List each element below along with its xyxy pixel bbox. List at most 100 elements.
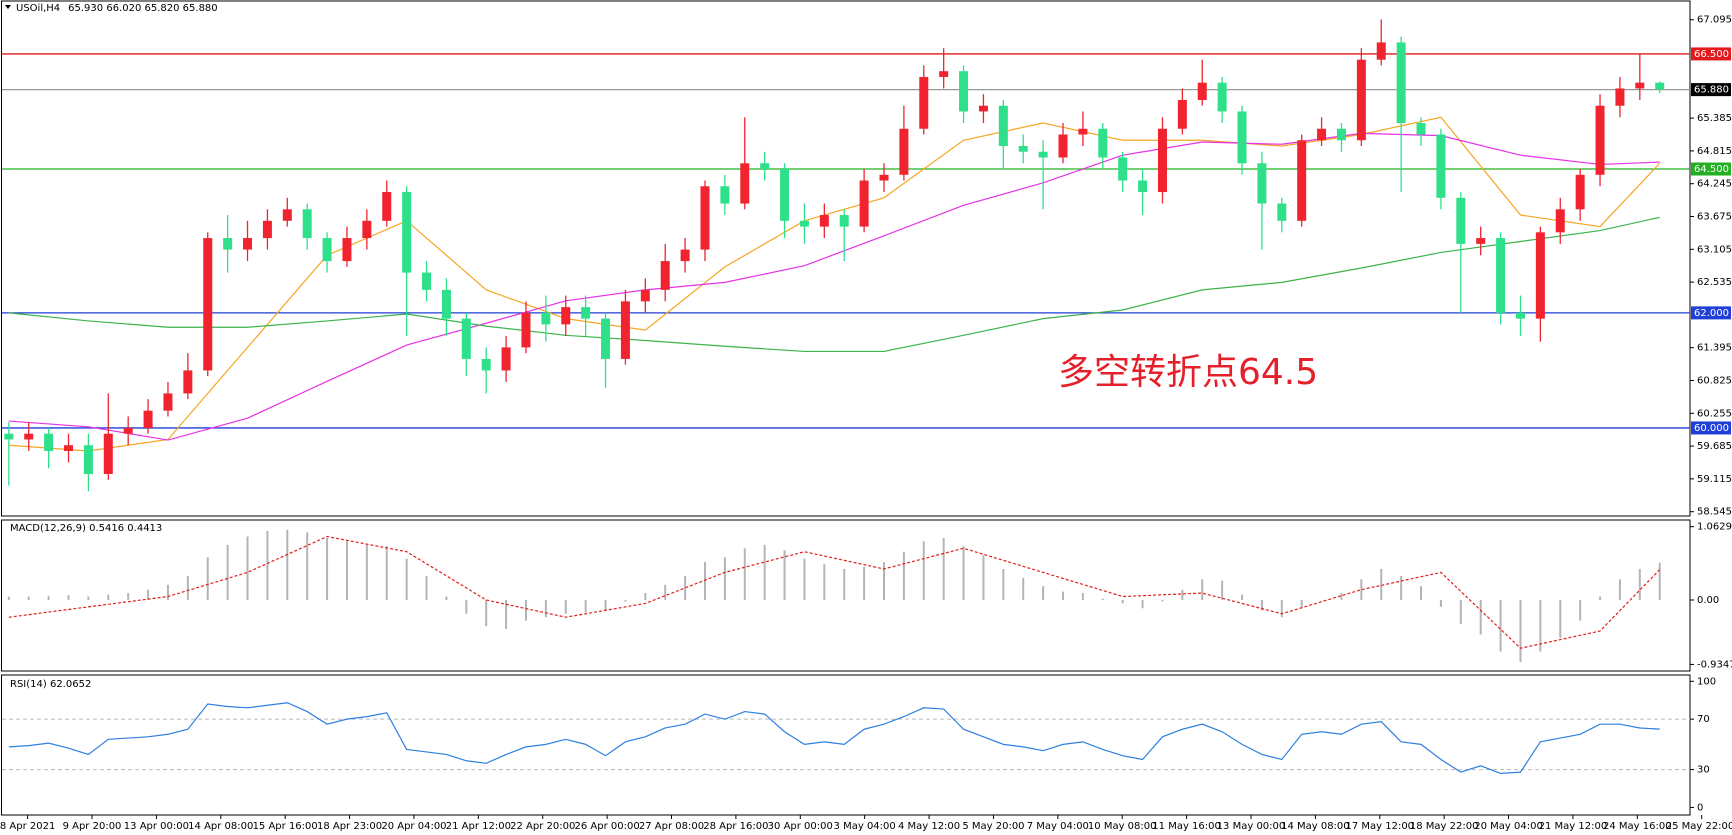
y-tick-label: 64.245 <box>1697 179 1732 190</box>
y-tick-label: 58.545 <box>1697 507 1732 518</box>
candle-body <box>899 128 909 175</box>
candle-body <box>799 220 809 227</box>
candle-body <box>1157 128 1167 193</box>
candle-body <box>1476 238 1486 244</box>
x-tick-label: 14 May 08:00 <box>1281 821 1350 832</box>
candle-body <box>760 163 770 170</box>
candle-body <box>1277 203 1287 221</box>
candle-body <box>700 186 710 250</box>
y-tick-label: 64.815 <box>1697 146 1732 157</box>
y-tick-label: 67.095 <box>1697 15 1732 26</box>
x-tick-label: 14 Apr 08:00 <box>188 821 253 832</box>
candle-body <box>919 76 929 129</box>
candle-body <box>1197 82 1207 100</box>
x-tick-label: 21 Apr 12:00 <box>446 821 511 832</box>
x-tick-label: 7 May 04:00 <box>1027 821 1089 832</box>
y-tick-label: 65.385 <box>1697 113 1732 124</box>
panel-frame <box>1 0 1691 517</box>
candle-body <box>1138 180 1148 193</box>
x-tick-label: 4 May 12:00 <box>898 821 960 832</box>
candle-body <box>879 174 889 181</box>
y-tick-label: -0.9347 <box>1697 659 1732 670</box>
x-tick-label: 24 May 16:00 <box>1603 821 1672 832</box>
x-tick-label: 20 Apr 04:00 <box>381 821 446 832</box>
candle-body <box>44 433 54 451</box>
rsi-line <box>8 702 1660 774</box>
symbol: USOil,H4 <box>16 3 60 14</box>
level-label: 66.500 <box>1694 49 1729 60</box>
candle-body <box>501 347 511 371</box>
candle-body <box>441 289 451 319</box>
level-label: 65.880 <box>1694 85 1729 96</box>
x-tick-label: 26 Apr 00:00 <box>575 821 640 832</box>
candle-body <box>1615 88 1625 106</box>
candle-body <box>24 433 34 440</box>
candle-body <box>362 220 372 239</box>
y-tick-label: 63.675 <box>1697 211 1732 222</box>
macd-title: MACD(12,26,9) 0.5416 0.4413 <box>10 523 162 534</box>
x-tick-label: 5 May 20:00 <box>962 821 1024 832</box>
candle-body <box>680 249 690 262</box>
candle-body <box>402 192 412 273</box>
candle-body <box>203 238 213 371</box>
candle-body <box>322 238 332 262</box>
candle-body <box>1456 197 1466 244</box>
candle-body <box>1655 82 1665 90</box>
candle-body <box>1237 111 1247 164</box>
x-tick-label: 15 Apr 16:00 <box>253 821 318 832</box>
candle-body <box>561 307 571 325</box>
x-tick-label: 10 May 08:00 <box>1088 821 1157 832</box>
x-tick-label: 8 Apr 2021 <box>0 821 55 832</box>
candle-body <box>1336 128 1346 141</box>
candle-body <box>601 318 611 359</box>
candle-body <box>541 312 551 325</box>
x-tick-label: 30 Apr 00:00 <box>768 821 833 832</box>
candle-body <box>1515 312 1525 319</box>
candle-body <box>1535 232 1545 319</box>
ohlc-values: 65.930 66.020 65.820 65.880 <box>68 3 218 14</box>
candle-body <box>1217 82 1227 112</box>
candle-body <box>1078 128 1088 135</box>
candle-body <box>660 261 670 290</box>
candle-body <box>1595 105 1605 175</box>
y-tick-label: 100 <box>1697 676 1716 687</box>
x-tick-label: 25 May 22:00 <box>1666 821 1732 832</box>
level-label-box <box>1691 83 1731 97</box>
candle-body <box>243 238 253 250</box>
candle-body <box>461 318 471 359</box>
candle-body <box>262 220 272 239</box>
candle-body <box>1496 238 1506 313</box>
candle-body <box>521 312 531 348</box>
candle-body <box>64 445 74 451</box>
x-tick-label: 11 May 16:00 <box>1152 821 1221 832</box>
y-tick-label: 61.395 <box>1697 343 1732 354</box>
candle-body <box>382 192 392 221</box>
candle-body <box>998 105 1008 147</box>
rsi-title: RSI(14) 62.0652 <box>10 679 91 690</box>
candle-body <box>640 289 650 302</box>
x-tick-label: 13 May 00:00 <box>1217 821 1286 832</box>
candle-body <box>123 427 133 434</box>
level-label: 62.000 <box>1694 308 1729 319</box>
candle-body <box>740 163 750 204</box>
menu-arrow <box>5 5 11 9</box>
candle-body <box>1416 122 1426 135</box>
candle-body <box>939 71 949 77</box>
x-tick-label: 21 May 12:00 <box>1539 821 1608 832</box>
candle-body <box>143 410 153 428</box>
candle-body <box>1317 128 1327 141</box>
annotation: 多空转折点64.5 <box>1058 352 1318 393</box>
x-tick-label: 22 Apr 20:00 <box>510 821 575 832</box>
candle-body <box>183 370 193 394</box>
candle-body <box>581 307 591 319</box>
candle-body <box>1038 151 1048 158</box>
x-tick-label: 3 May 04:00 <box>834 821 896 832</box>
candle-body <box>1356 59 1366 141</box>
y-tick-label: 63.105 <box>1697 244 1732 255</box>
candle-body <box>720 186 730 204</box>
y-tick-label: 59.685 <box>1697 441 1732 452</box>
level-label: 60.000 <box>1694 423 1729 434</box>
panel-frame <box>1 674 1691 816</box>
